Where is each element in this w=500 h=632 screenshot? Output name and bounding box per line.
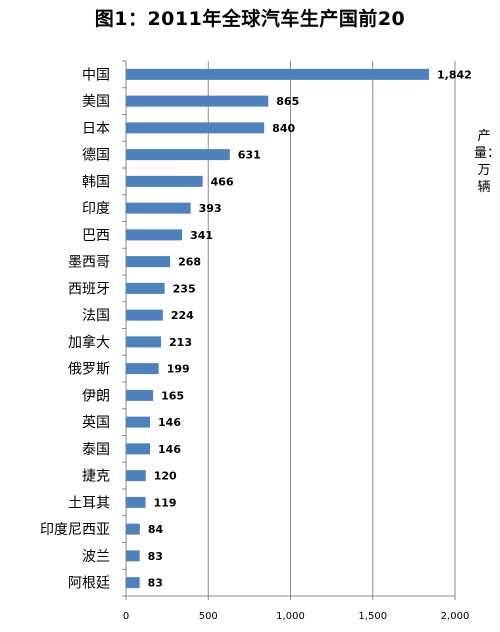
tick-label: 1,000 (276, 611, 305, 622)
bar (126, 577, 140, 589)
category-label: 英国 (82, 414, 110, 431)
data-label: 84 (148, 523, 164, 536)
data-label: 865 (276, 95, 299, 108)
category-label: 墨西哥 (68, 255, 110, 271)
category-label: 伊朗 (82, 388, 110, 404)
category-label: 巴西 (82, 228, 110, 244)
bar (126, 229, 183, 241)
category-label: 捷克 (82, 469, 110, 485)
category-label: 波兰 (82, 549, 110, 565)
data-label: 1,842 (437, 68, 472, 81)
data-label: 235 (173, 282, 196, 295)
category-label: 加拿大 (68, 334, 110, 351)
tick-label: 2,000 (441, 611, 470, 622)
category-label: 阿根廷 (68, 576, 110, 592)
bar (126, 122, 265, 134)
data-label: 840 (272, 122, 295, 135)
category-label: 法国 (82, 308, 110, 324)
category-label: 西班牙 (68, 281, 110, 297)
bar (126, 470, 146, 482)
data-label: 83 (148, 577, 163, 590)
category-label: 土耳其 (68, 495, 110, 511)
tick-label: 500 (199, 611, 218, 622)
category-label: 德国 (82, 148, 110, 164)
bar (126, 523, 140, 535)
bar (126, 309, 163, 321)
tick-label: 0 (123, 611, 129, 622)
bar (126, 68, 430, 80)
data-label: 631 (238, 149, 261, 162)
tick-label: 1,500 (358, 611, 387, 622)
category-label: 印度尼西亚 (40, 522, 110, 538)
data-label: 341 (190, 229, 213, 242)
data-label: 466 (211, 175, 234, 188)
chart-title: 图1：2011年全球汽车生产国前20 (94, 8, 406, 30)
data-label: 146 (158, 443, 181, 456)
data-label: 146 (158, 416, 181, 429)
bar (126, 175, 203, 187)
category-label: 俄罗斯 (68, 362, 110, 378)
category-label: 日本 (82, 121, 110, 137)
data-label: 213 (169, 336, 192, 349)
bar (126, 496, 146, 508)
bar (126, 336, 162, 348)
category-label: 泰国 (82, 442, 110, 458)
bar (126, 95, 269, 107)
category-label: 中国 (82, 67, 110, 83)
unit-label: 产量：万辆 (474, 129, 500, 195)
bar (126, 363, 159, 375)
data-label: 224 (171, 309, 194, 322)
bar (126, 550, 140, 562)
bar (126, 282, 165, 294)
data-label: 199 (167, 363, 190, 376)
category-label: 印度 (82, 201, 110, 217)
bar (126, 149, 230, 161)
data-label: 83 (148, 550, 163, 563)
category-label: 韩国 (82, 174, 110, 190)
data-label: 268 (178, 256, 201, 269)
bar (126, 416, 151, 428)
data-label: 393 (199, 202, 222, 215)
bar (126, 389, 154, 401)
category-label: 美国 (82, 94, 110, 110)
bar (126, 202, 191, 214)
data-label: 165 (161, 389, 184, 402)
bar (126, 256, 171, 268)
bar (126, 443, 151, 455)
data-label: 119 (154, 496, 177, 509)
data-label: 120 (154, 470, 177, 483)
